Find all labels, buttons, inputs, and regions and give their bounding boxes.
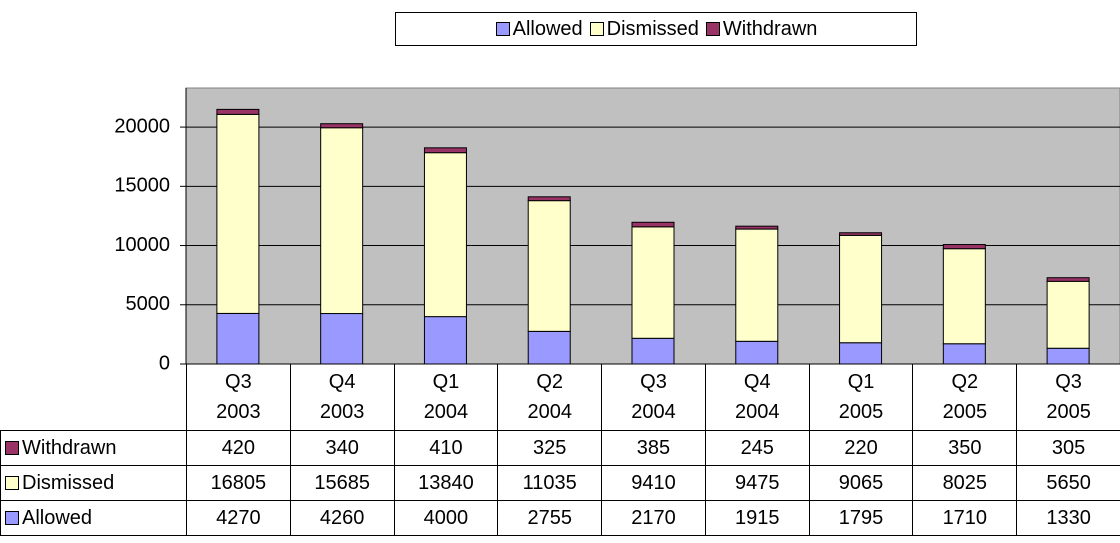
y-tick-label: 15000 bbox=[114, 175, 170, 197]
legend-swatch bbox=[5, 476, 19, 490]
table-cell: 220 bbox=[808, 430, 914, 466]
category-label: Q3 2003 bbox=[216, 371, 261, 423]
y-tick-label: 20000 bbox=[114, 115, 170, 137]
table-header-cell: Q2 2005 bbox=[912, 364, 1018, 431]
table-header-cell: Q3 2005 bbox=[1016, 364, 1120, 431]
table-header-cell: Q4 2003 bbox=[289, 364, 395, 431]
category-label: Q4 2004 bbox=[735, 371, 780, 423]
legend-item: Allowed bbox=[495, 18, 583, 41]
bar-segment bbox=[1046, 347, 1090, 365]
category-label: Q3 2005 bbox=[1046, 371, 1091, 423]
table-cell: 8025 bbox=[912, 465, 1018, 501]
table-row-label: Dismissed bbox=[0, 465, 187, 501]
table-cell: 4270 bbox=[186, 500, 291, 536]
category-label: Q1 2005 bbox=[838, 371, 884, 423]
bar-segment bbox=[839, 234, 883, 344]
table-cell: 385 bbox=[601, 430, 706, 466]
table-cell: 1330 bbox=[1016, 500, 1120, 536]
table-cell: 15685 bbox=[289, 465, 395, 501]
bar-segment bbox=[216, 108, 260, 115]
legend-item: Dismissed bbox=[589, 18, 699, 41]
bar-segment bbox=[1046, 280, 1090, 349]
table-cell: 305 bbox=[1016, 430, 1120, 466]
bar-segment bbox=[942, 343, 986, 365]
y-tick-label: 0 bbox=[159, 352, 170, 374]
category-label: Q1 2004 bbox=[423, 371, 469, 423]
legend-swatch bbox=[495, 22, 510, 36]
bar-segment bbox=[423, 147, 467, 154]
table-cell: 16805 bbox=[186, 465, 291, 501]
legend-swatch bbox=[5, 511, 19, 525]
row-label-text: Dismissed bbox=[22, 471, 115, 494]
bar-segment bbox=[735, 340, 779, 365]
category-label: Q4 2003 bbox=[319, 371, 365, 423]
bar-segment bbox=[320, 123, 364, 129]
legend-item: Withdrawn bbox=[705, 18, 817, 41]
legend-label: Allowed bbox=[512, 17, 583, 40]
bar-segment bbox=[216, 312, 260, 365]
bar-segment bbox=[942, 244, 986, 250]
table-header-cell: Q4 2004 bbox=[704, 364, 810, 431]
bar-segment bbox=[423, 152, 467, 318]
legend-label: Dismissed bbox=[606, 17, 699, 40]
legend-swatch bbox=[589, 22, 604, 36]
table-cell: 350 bbox=[912, 430, 1018, 466]
bar-segment bbox=[631, 337, 675, 365]
category-label: Q3 2004 bbox=[631, 371, 676, 423]
bar-segment bbox=[631, 226, 675, 339]
table-header-cell: Q3 2004 bbox=[601, 364, 706, 431]
row-label-text: Withdrawn bbox=[22, 436, 117, 459]
table-cell: 420 bbox=[186, 430, 291, 466]
table-cell: 2170 bbox=[601, 500, 706, 536]
legend-label: Withdrawn bbox=[722, 17, 818, 40]
table-cell: 13840 bbox=[393, 465, 499, 501]
table-cell: 1795 bbox=[808, 500, 914, 536]
table-cell: 9410 bbox=[601, 465, 706, 501]
y-tick-label: 5000 bbox=[126, 293, 171, 315]
table-header-cell: Q2 2004 bbox=[497, 364, 603, 431]
bar-segment bbox=[320, 313, 364, 365]
bar-segment bbox=[216, 113, 260, 314]
bar-segment bbox=[942, 248, 986, 345]
table-cell: 325 bbox=[497, 430, 603, 466]
table-cell: 4000 bbox=[393, 500, 499, 536]
bar-segment bbox=[320, 127, 364, 315]
bar-segment bbox=[735, 225, 779, 230]
table-header-cell: Q1 2005 bbox=[808, 364, 914, 431]
table-cell: 1710 bbox=[912, 500, 1018, 536]
table-cell: 1915 bbox=[704, 500, 810, 536]
table-cell: 9065 bbox=[808, 465, 914, 501]
table-cell: 4260 bbox=[289, 500, 395, 536]
bar-segment bbox=[631, 221, 675, 228]
bar-segment bbox=[527, 200, 571, 332]
category-label: Q2 2004 bbox=[527, 371, 572, 423]
bar-segment bbox=[839, 342, 883, 365]
table-cell: 245 bbox=[704, 430, 810, 466]
bar-segment bbox=[527, 196, 571, 202]
y-tick-label: 10000 bbox=[114, 234, 170, 256]
table-cell: 9475 bbox=[704, 465, 810, 501]
bar-segment bbox=[839, 232, 883, 236]
table-cell: 340 bbox=[289, 430, 395, 466]
bar-segment bbox=[423, 316, 467, 365]
legend-swatch bbox=[5, 441, 19, 455]
table-cell: 410 bbox=[393, 430, 499, 466]
legend-swatch bbox=[705, 22, 720, 36]
table-row-label: Allowed bbox=[0, 500, 187, 536]
category-label: Q2 2005 bbox=[942, 371, 988, 423]
bar-segment bbox=[1046, 277, 1090, 282]
row-label-text: Allowed bbox=[22, 506, 93, 529]
table-header-cell: Q3 2003 bbox=[186, 364, 291, 431]
legend: Allowed Dismissed Withdrawn bbox=[395, 12, 917, 46]
table-cell: 5650 bbox=[1016, 465, 1120, 501]
table-cell: 11035 bbox=[497, 465, 603, 501]
bar-segment bbox=[735, 228, 779, 342]
table-row-label: Withdrawn bbox=[0, 430, 187, 466]
table-header-cell: Q1 2004 bbox=[393, 364, 499, 431]
bar-segment bbox=[527, 330, 571, 365]
table-cell: 2755 bbox=[497, 500, 603, 536]
